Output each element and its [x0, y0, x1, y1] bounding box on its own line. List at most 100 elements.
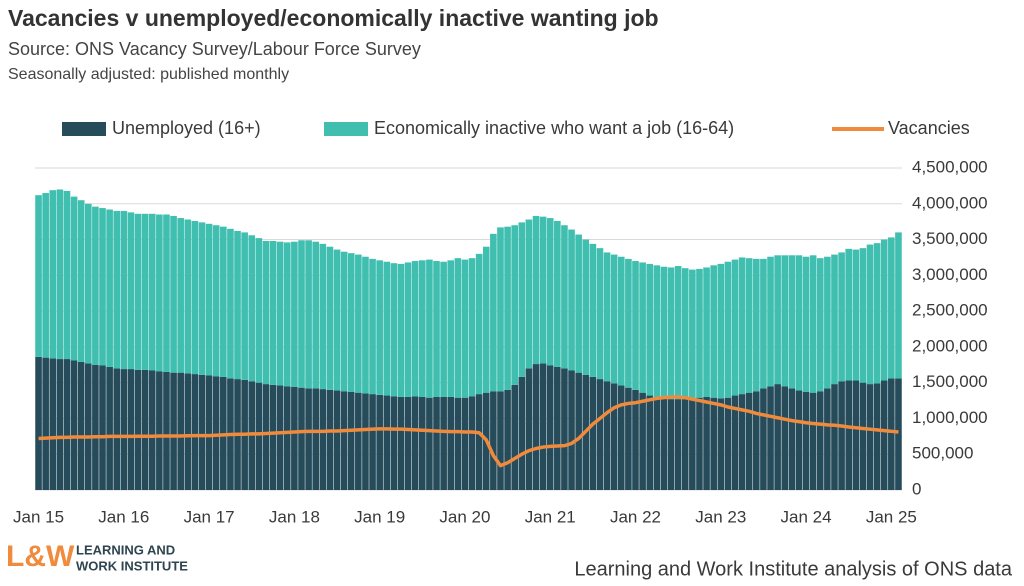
bar — [596, 248, 604, 380]
logo: L&W — [6, 540, 75, 573]
x-tick-label: Jan 16 — [98, 507, 149, 526]
bar — [767, 256, 774, 387]
bar — [795, 255, 803, 391]
bar — [106, 209, 113, 367]
bar — [383, 261, 391, 396]
bar — [248, 381, 256, 490]
bar — [689, 269, 696, 399]
bar — [816, 391, 824, 490]
bar — [198, 374, 206, 490]
bar — [738, 394, 746, 490]
bar — [433, 261, 440, 397]
bar — [760, 258, 767, 389]
bar — [788, 388, 796, 490]
bar — [859, 248, 867, 383]
bar — [468, 396, 476, 490]
bar — [824, 388, 831, 490]
bar — [191, 220, 199, 375]
bar — [305, 240, 312, 389]
bar — [77, 200, 85, 362]
bar — [440, 261, 447, 397]
bar — [582, 239, 590, 375]
bar — [205, 223, 213, 376]
bar — [262, 240, 270, 385]
bar — [745, 392, 753, 490]
bar — [212, 376, 220, 490]
bar — [724, 261, 732, 398]
bar — [617, 385, 625, 490]
bar — [888, 237, 895, 379]
organization: WORK INSTITUTE — [76, 558, 188, 573]
bar — [482, 246, 490, 393]
bar — [575, 234, 582, 373]
bar — [625, 387, 632, 490]
y-tick-label: 2,000,000 — [912, 336, 988, 355]
bar — [774, 255, 781, 385]
bar — [319, 389, 327, 490]
bar — [170, 215, 177, 373]
bar — [134, 369, 142, 490]
x-tick-label: Jan 17 — [184, 507, 235, 526]
bar — [873, 243, 881, 384]
bar — [532, 215, 540, 365]
bar — [383, 395, 391, 490]
bar — [760, 388, 767, 490]
bar — [298, 240, 305, 388]
bar — [873, 383, 881, 490]
bar — [774, 384, 781, 490]
bar — [148, 213, 156, 371]
bar — [283, 386, 291, 490]
bar — [831, 254, 838, 385]
bar — [710, 397, 717, 490]
bar — [340, 251, 348, 392]
bar — [546, 365, 554, 490]
bar — [397, 263, 405, 397]
bar — [419, 260, 426, 397]
bar — [603, 381, 611, 490]
bar — [731, 395, 739, 490]
bar — [177, 372, 184, 490]
bar — [497, 227, 504, 392]
bar — [625, 258, 632, 388]
bar — [895, 378, 902, 490]
y-tick-label: 3,500,000 — [912, 229, 988, 248]
bar — [617, 256, 625, 386]
bar — [262, 384, 270, 490]
bar — [333, 390, 341, 490]
bar — [681, 399, 689, 490]
bar — [340, 391, 348, 490]
bar — [703, 267, 710, 397]
bar — [177, 218, 184, 373]
bar — [376, 260, 383, 395]
x-tick-label: Jan 18 — [269, 507, 320, 526]
bar — [575, 372, 582, 490]
x-tick-label: Jan 15 — [13, 507, 64, 526]
bar — [63, 190, 71, 360]
bar — [532, 364, 540, 490]
bar — [497, 391, 504, 490]
bar — [283, 242, 291, 387]
bar — [120, 210, 128, 370]
bar — [291, 241, 298, 387]
bar — [433, 396, 440, 490]
bar — [234, 230, 241, 380]
bar — [802, 256, 810, 392]
bar — [241, 232, 248, 380]
bar — [689, 398, 696, 490]
bar — [568, 370, 575, 490]
bar — [816, 258, 824, 392]
bar — [504, 389, 511, 490]
bar — [419, 396, 426, 490]
bar — [63, 359, 71, 490]
legend-label: Vacancies — [888, 118, 970, 138]
bar — [355, 254, 362, 393]
bar — [84, 363, 92, 490]
bar — [276, 385, 284, 490]
bar — [376, 394, 383, 490]
legend-swatch — [62, 122, 106, 136]
bar — [880, 380, 888, 490]
bar — [326, 389, 334, 490]
bar — [561, 225, 568, 369]
bar — [454, 258, 462, 398]
